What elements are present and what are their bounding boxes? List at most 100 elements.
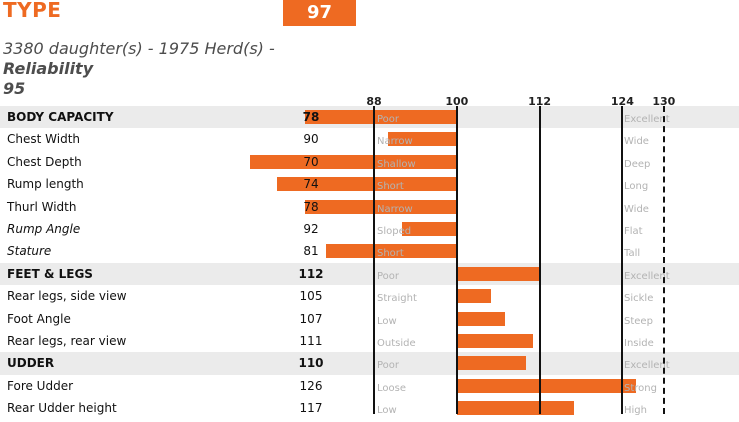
scale-low-label: Low <box>377 405 397 417</box>
reference-line <box>373 106 375 414</box>
trait-value: 105 <box>299 289 323 304</box>
scale-high-label: Sickle <box>624 293 654 305</box>
scale-low-label: Low <box>377 315 397 327</box>
scale-high-label: Flat <box>624 225 643 237</box>
trait-label: UDDER <box>7 356 55 371</box>
trait-label: Chest Depth <box>7 154 82 169</box>
scale-low-label: Narrow <box>377 136 413 148</box>
trait-row: Rear legs, side view 105 Straight Sickle <box>0 285 739 307</box>
scale-low-label: Poor <box>377 114 400 125</box>
trait-value: 78 <box>302 110 320 124</box>
reference-line <box>621 106 624 414</box>
trait-rows: BODY CAPACITY 78 Poor Excellent Chest Width 9… <box>0 106 739 419</box>
scale-low-label: Loose <box>377 382 406 394</box>
type-score-badge: 97 <box>283 0 356 26</box>
x-tick-label: 130 <box>652 95 676 108</box>
trait-row: Chest Depth 70 Shallow Deep <box>0 151 739 173</box>
trait-label: BODY CAPACITY <box>7 110 114 124</box>
scale-low-label: Poor <box>377 270 400 282</box>
scale-low-label: Straight <box>377 293 417 305</box>
trait-row: Rump length 74 Short Long <box>0 173 739 195</box>
value-bar <box>387 132 457 147</box>
trait-value: 107 <box>299 311 323 326</box>
reference-line <box>455 106 458 414</box>
trait-label: Rump Angle <box>7 221 81 236</box>
trait-label: Thurl Width <box>7 199 77 214</box>
scale-low-label: Short <box>377 181 404 193</box>
scale-high-label: Wide <box>624 136 649 148</box>
trait-row: Rear Udder height 117 Low High <box>0 397 739 419</box>
trait-label: Stature <box>7 244 52 259</box>
trait-value: 111 <box>299 333 323 348</box>
trait-value: 90 <box>303 132 319 147</box>
dashed-reference-line <box>662 106 665 414</box>
value-bar <box>456 356 526 371</box>
trait-value: 74 <box>303 177 319 192</box>
value-bar <box>277 177 457 192</box>
trait-label: Rump length <box>7 177 84 192</box>
trait-row: Fore Udder 126 Loose Strong <box>0 375 739 397</box>
value-bar <box>456 266 540 281</box>
x-tick-label: 112 <box>528 95 552 108</box>
section-row: FEET & LEGS 112 Poor Excellent <box>0 262 739 286</box>
scale-high-label: Excellent <box>624 270 670 282</box>
value-bar <box>401 221 457 236</box>
trait-row: Foot Angle 107 Low Steep <box>0 308 739 330</box>
value-bar <box>456 311 506 326</box>
scale-high-label: Inside <box>624 337 654 349</box>
scale-high-label: Wide <box>624 203 649 215</box>
reliability-label: Reliability <box>3 59 94 78</box>
scale-high-label: Excellent <box>624 360 670 372</box>
scale-low-label: Sloped <box>377 225 412 237</box>
value-bar <box>456 289 492 304</box>
trait-value: 92 <box>303 221 319 236</box>
section-row: BODY CAPACITY 78 Poor Excellent <box>0 106 739 129</box>
trait-row: Chest Width 90 Narrow Wide <box>0 128 739 150</box>
section-title: TYPE <box>3 0 62 22</box>
scale-low-label: Shallow <box>377 158 416 170</box>
trait-label: Fore Udder <box>7 378 74 393</box>
herd-info: 3380 daughter(s) - 1975 Herd(s) - Reliab… <box>3 39 363 99</box>
value-bar <box>456 401 575 416</box>
trait-label: Chest Width <box>7 132 81 147</box>
value-bar <box>305 199 457 214</box>
scale-high-label: Steep <box>624 315 653 327</box>
scale-high-label: Strong <box>624 382 657 394</box>
trait-value: 126 <box>299 378 323 393</box>
trait-row: Rump Angle 92 Sloped Flat <box>0 218 739 240</box>
scale-low-label: Poor <box>377 360 400 372</box>
value-bar <box>305 110 457 124</box>
trait-label: FEET & LEGS <box>7 266 93 281</box>
scale-low-label: Short <box>377 248 404 260</box>
scale-low-label: Outside <box>377 337 416 349</box>
value-bar <box>456 333 533 348</box>
scale-high-label: Deep <box>624 158 651 170</box>
trait-value: 81 <box>303 244 319 259</box>
trait-value: 112 <box>298 266 324 281</box>
daughters-herds-text: 3380 daughter(s) - 1975 Herd(s) - <box>3 39 275 58</box>
trait-row: Stature 81 Short Tall <box>0 240 739 262</box>
trait-label: Rear Udder height <box>7 401 117 416</box>
trait-value: 78 <box>303 199 319 214</box>
trait-value: 70 <box>303 154 319 169</box>
trait-label: Foot Angle <box>7 311 71 326</box>
trait-row: Thurl Width 78 Narrow Wide <box>0 196 739 218</box>
value-bar <box>456 378 637 393</box>
value-bar <box>249 154 457 169</box>
x-tick-label: 100 <box>445 95 469 108</box>
trait-row: Rear legs, rear view 111 Outside Inside <box>0 330 739 352</box>
trait-label: Rear legs, rear view <box>7 333 127 348</box>
x-tick-label: 88 <box>366 95 382 108</box>
trait-value: 110 <box>298 356 324 371</box>
scale-high-label: Long <box>624 181 649 193</box>
x-tick-label: 124 <box>610 95 634 108</box>
scale-high-label: High <box>624 405 647 417</box>
scale-low-label: Narrow <box>377 203 413 215</box>
value-bar <box>325 244 457 259</box>
trait-value: 117 <box>299 401 323 416</box>
reliability-value: 95 <box>3 79 26 98</box>
reference-line <box>538 106 541 414</box>
trait-label: Rear legs, side view <box>7 289 127 304</box>
scale-high-label: Excellent <box>624 114 670 125</box>
scale-high-label: Tall <box>624 248 641 260</box>
